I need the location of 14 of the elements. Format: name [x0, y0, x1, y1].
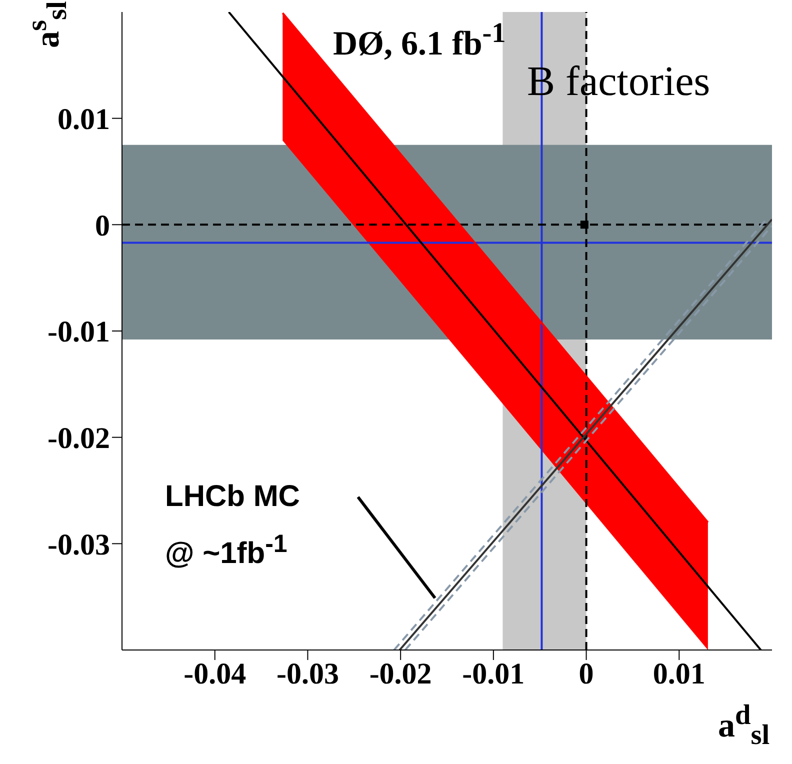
y-tick-label: -0.02	[48, 422, 110, 455]
x-tick-label: -0.01	[462, 657, 525, 690]
x-tick-label: -0.04	[184, 657, 246, 690]
annotation: LHCb MC	[165, 480, 300, 514]
x-tick-label: 0	[578, 657, 594, 690]
x-tick-label: 0.01	[652, 657, 706, 690]
y-tick-label: -0.01	[48, 316, 110, 349]
y-tick-label: -0.03	[48, 528, 110, 562]
y-tick-label: 0.01	[58, 102, 110, 136]
x-tick-label: -0.02	[369, 657, 432, 690]
y-tick-label: 0	[95, 209, 110, 242]
x-tick-label: -0.03	[276, 657, 339, 690]
annotation: DØ, 6.1 fb$^{-1}$	[333, 18, 506, 64]
annotation: @ ~1fb$^{-1}$	[165, 530, 288, 571]
